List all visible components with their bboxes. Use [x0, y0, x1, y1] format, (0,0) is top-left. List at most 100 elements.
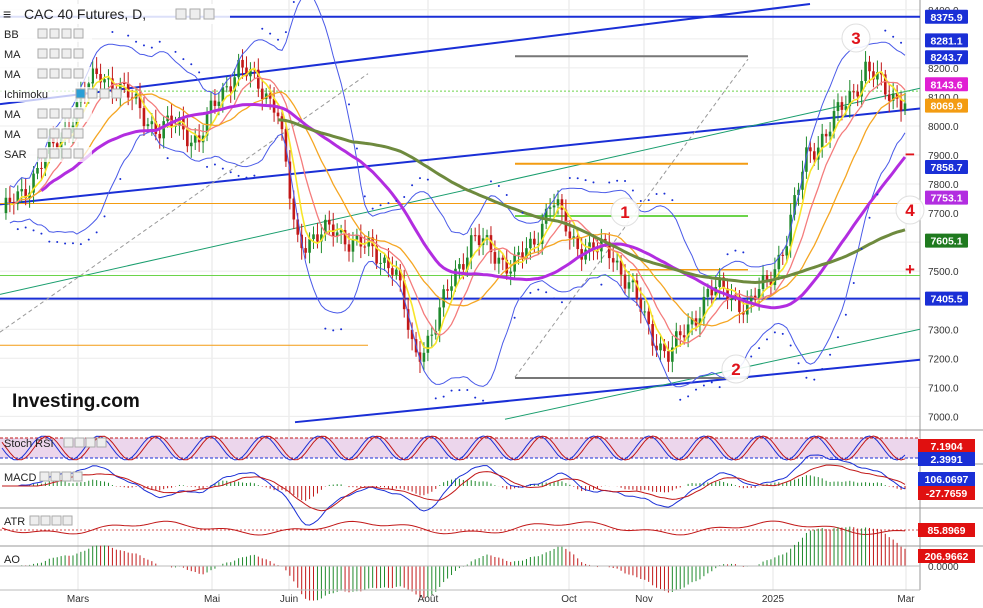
candle-body: [678, 331, 682, 336]
candle-body: [462, 264, 465, 270]
sar-dot: [119, 178, 122, 181]
candle-body: [233, 77, 236, 92]
candle-body: [91, 68, 94, 84]
candle-body: [655, 345, 658, 351]
sar-dot: [261, 27, 264, 30]
candle-body: [150, 121, 154, 125]
candle-body: [237, 59, 240, 78]
indicator-control-icon: [87, 88, 98, 99]
candle-body: [355, 235, 359, 240]
candle-body: [809, 147, 812, 152]
panel-control-icon: [63, 437, 74, 448]
sar-dot: [269, 32, 272, 35]
candle-body: [540, 223, 544, 244]
settings-icon[interactable]: [175, 8, 187, 20]
sar-dot: [166, 157, 169, 160]
candle-body: [674, 331, 678, 348]
visibility-icon[interactable]: [189, 8, 201, 20]
dashed-diagonal-1: [0, 73, 369, 333]
candle-body: [698, 318, 702, 326]
sar-dot: [805, 376, 808, 379]
close-icon[interactable]: [203, 8, 215, 20]
price-badge-label: 8143.6: [930, 79, 962, 91]
ma-purple: [40, 102, 907, 310]
indicator-label: MA: [4, 129, 21, 141]
candle-body: [36, 167, 39, 174]
sar-dot: [671, 199, 674, 202]
x-tick-label: Oct: [561, 594, 577, 605]
candle-body: [899, 98, 903, 111]
sar-dot: [497, 184, 500, 187]
sar-dot: [695, 388, 698, 391]
y-tick-label: 8100.0: [928, 93, 959, 104]
candle-body: [343, 230, 347, 245]
candle-body: [797, 189, 800, 196]
candle-body: [55, 143, 59, 149]
subpanel-label: MACD: [4, 472, 36, 484]
candle-body: [568, 231, 572, 239]
candle-body: [536, 243, 540, 245]
moving-averages: [9, 0, 907, 402]
candle-body: [450, 286, 453, 291]
sar-dot: [142, 44, 145, 47]
indicator-control-icon: [37, 148, 48, 159]
price-badge-label: 8069.9: [930, 101, 962, 113]
sar-dot: [158, 40, 161, 43]
x-tick-label: Août: [418, 594, 439, 605]
candle-body: [690, 318, 694, 325]
candle-body: [24, 189, 27, 199]
sar-dot: [813, 378, 816, 381]
candle-body: [351, 239, 355, 252]
candle-body: [485, 235, 489, 239]
sar-dot: [545, 291, 548, 294]
candle-body: [276, 112, 280, 117]
indicator-control-icon: [37, 128, 48, 139]
sar-dot: [387, 202, 390, 205]
subpanel-badge-label: 85.8969: [928, 525, 966, 537]
sar-dot: [395, 199, 398, 202]
candle-body: [387, 257, 390, 269]
price-badge: [925, 190, 968, 205]
sar-dot: [836, 336, 839, 339]
indicator-label: BB: [4, 29, 19, 41]
sar-dot: [450, 389, 453, 392]
panel-control-icon: [96, 437, 107, 448]
candle-body: [213, 100, 217, 106]
indicator-label: MA: [4, 49, 21, 61]
candle-body: [702, 296, 706, 319]
candle-body: [260, 88, 264, 100]
title-dropdown-icon[interactable]: ≡: [3, 6, 11, 22]
candle-body: [529, 238, 532, 249]
candle-body: [363, 246, 367, 248]
candle-body: [592, 242, 595, 252]
sar-dot: [103, 215, 106, 218]
sar-dot: [363, 195, 366, 198]
sar-dot: [182, 58, 185, 61]
candle-body: [813, 151, 816, 160]
sar-dot: [639, 199, 642, 202]
sar-dot: [442, 395, 445, 398]
indicator-label: MA: [4, 69, 21, 81]
sar-dot: [458, 389, 461, 392]
indicator-control-icon: [49, 128, 60, 139]
candle-body: [891, 93, 895, 101]
candle-body: [20, 189, 24, 192]
candle-body: [268, 93, 272, 99]
sar-dot: [710, 381, 713, 384]
candle-body: [442, 289, 445, 308]
candle-body: [469, 235, 473, 258]
sar-dot: [852, 281, 855, 284]
candle-body: [852, 91, 856, 93]
sar-dot: [466, 389, 469, 392]
candle-body: [316, 234, 319, 242]
candle-body: [588, 242, 591, 250]
sar-dot: [900, 41, 903, 44]
indicator-control-icon: [111, 88, 122, 99]
indicator-control-icon: [61, 148, 72, 159]
candle-body: [860, 81, 863, 97]
candle-body: [324, 219, 327, 235]
x-tick-label: 2025: [762, 594, 785, 605]
sar-dot: [860, 247, 863, 250]
candle-body: [572, 236, 576, 239]
sar-dot: [371, 207, 374, 210]
